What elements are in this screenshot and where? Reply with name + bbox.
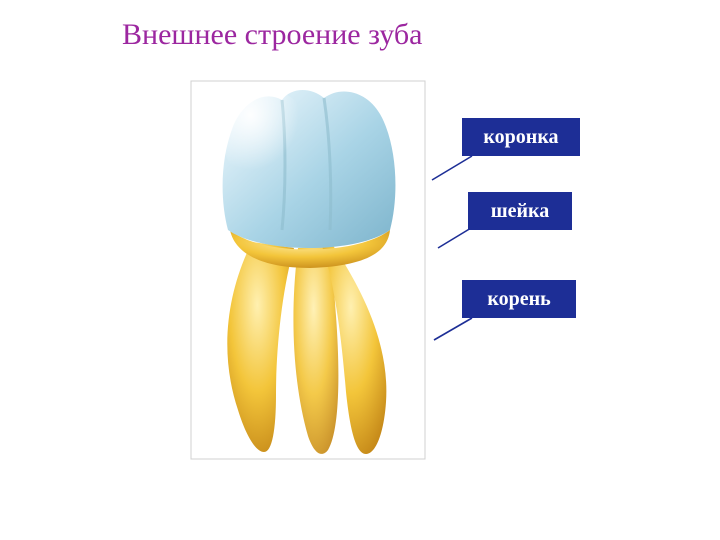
diagram-stage: Внешнее строение зуба: [0, 0, 720, 540]
tooth-crown: [223, 90, 396, 248]
leader-crown: [432, 156, 472, 180]
label-root: корень: [462, 280, 576, 318]
label-neck: шейка: [468, 192, 572, 230]
label-crown: коронка: [462, 118, 580, 156]
tooth-illustration: [190, 80, 426, 460]
leader-root: [434, 318, 472, 340]
diagram-title: Внешнее строение зуба: [122, 18, 422, 52]
